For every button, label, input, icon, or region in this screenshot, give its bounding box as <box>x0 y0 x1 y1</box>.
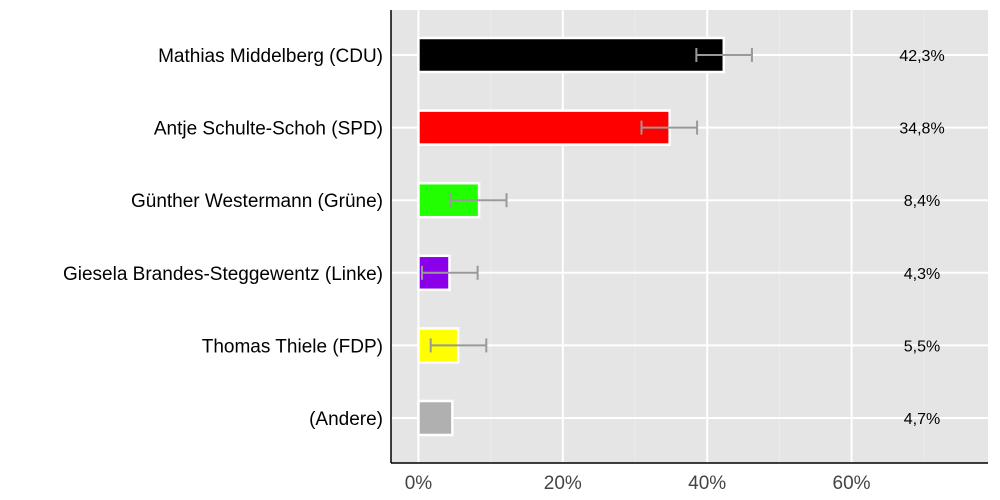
category-label: Günther Westermann (Grüne) <box>131 191 383 212</box>
x-tick-label: 60% <box>833 473 871 494</box>
bar <box>417 399 454 437</box>
plot-background <box>391 10 988 463</box>
value-label: 4,7% <box>904 411 940 428</box>
category-label: (Andere) <box>309 409 383 430</box>
category-label: Thomas Thiele (FDP) <box>202 336 383 357</box>
value-label: 34,8% <box>899 121 944 138</box>
value-label: 5,5% <box>904 338 940 355</box>
category-label: Antje Schulte-Schoh (SPD) <box>154 119 383 140</box>
bar <box>417 109 671 146</box>
x-tick-label: 40% <box>688 473 726 494</box>
value-label: 4,3% <box>904 266 940 283</box>
category-label: Giesela Brandes-Steggewentz (Linke) <box>63 264 383 285</box>
x-tick-label: 0% <box>405 473 433 494</box>
bar <box>417 36 726 74</box>
value-label: 42,3% <box>899 48 944 65</box>
category-label: Mathias Middelberg (CDU) <box>158 46 383 67</box>
value-label: 8,4% <box>904 193 940 210</box>
x-tick-label: 20% <box>544 473 582 494</box>
